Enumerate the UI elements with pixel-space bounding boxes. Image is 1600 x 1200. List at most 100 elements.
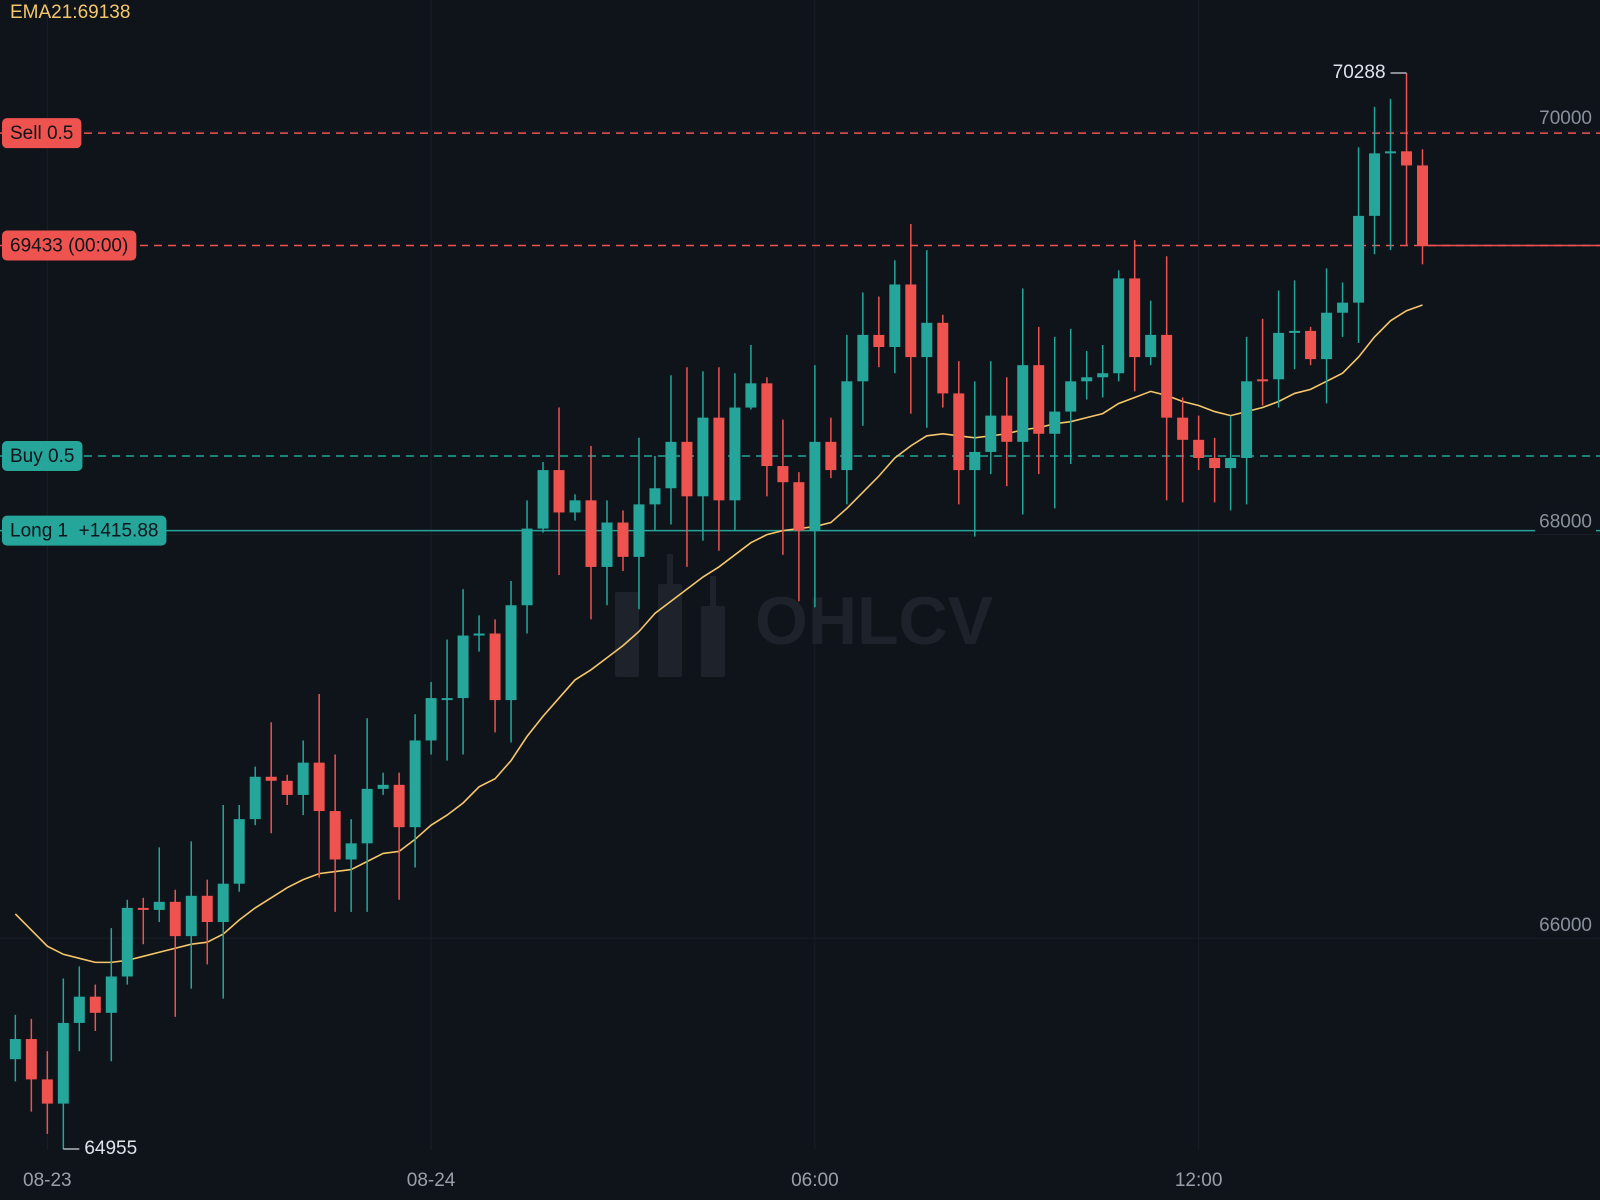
candle-body: [57, 1022, 69, 1104]
y-tick-label: 68000: [1539, 512, 1592, 533]
candle-body: [1353, 215, 1365, 303]
x-tick-label: 08-24: [407, 1170, 456, 1191]
candle-body: [9, 1039, 21, 1060]
candle-body: [921, 322, 933, 358]
candle-body: [537, 470, 549, 529]
watermark-icon: [658, 584, 682, 677]
candle-body: [233, 819, 245, 884]
y-tick-label-bg: [1535, 108, 1596, 130]
low-label: 64955: [84, 1138, 137, 1159]
candle-body: [1081, 377, 1093, 382]
candle-body: [1193, 439, 1205, 458]
candle-body: [281, 780, 293, 795]
candle-body: [409, 740, 421, 828]
price-line-label-bg: [2, 515, 167, 546]
y-tick-label-bg: [1535, 511, 1596, 533]
candle-body: [649, 488, 661, 505]
candle-body: [713, 417, 725, 501]
candle-body: [1305, 330, 1317, 360]
candle-body: [121, 907, 133, 977]
candle-body: [329, 811, 341, 860]
candle-body: [105, 976, 117, 1013]
candle-body: [441, 698, 453, 701]
candle-body: [297, 762, 309, 795]
price-line-label: 69433 (00:00): [10, 236, 128, 257]
candle-body: [1385, 151, 1397, 154]
legend-label: EMA21:69138: [10, 2, 130, 23]
candle-body: [201, 895, 213, 923]
candle-body: [1033, 365, 1045, 434]
candle-body: [41, 1079, 53, 1104]
candle-body: [89, 996, 101, 1013]
candle-body: [249, 776, 261, 820]
y-tick-label-bg: [1535, 915, 1596, 937]
candle-body: [569, 500, 581, 513]
candle-body: [601, 522, 613, 567]
candle-body: [809, 441, 821, 531]
candle-body: [1177, 417, 1189, 440]
candle-body: [169, 901, 181, 937]
candle-body: [1097, 373, 1109, 378]
candle-body: [841, 381, 853, 471]
watermark-icon: [615, 592, 639, 677]
candle-body: [889, 284, 901, 348]
ema-line: [14, 304, 1423, 964]
price-line-label-bg: [2, 440, 83, 471]
watermark: OHLCV: [615, 554, 993, 677]
candle-body: [521, 528, 533, 606]
candle-body: [953, 393, 965, 471]
candle-body: [489, 633, 501, 701]
candle-body: [153, 901, 165, 910]
price-line-label-bg: [2, 230, 137, 261]
watermark-icon: [667, 554, 673, 586]
candle-body: [1417, 165, 1429, 246]
candle-body: [665, 441, 677, 489]
candle-body: [425, 698, 437, 741]
candle-body: [1065, 381, 1077, 412]
candle-body: [761, 383, 773, 467]
candle-body: [937, 322, 949, 394]
candle-body: [265, 776, 277, 781]
candle-body: [1241, 381, 1253, 458]
candle-body: [505, 605, 517, 701]
candle-body: [393, 784, 405, 828]
candle-body: [313, 762, 325, 812]
candle-body: [585, 500, 597, 567]
candle-body: [1209, 457, 1221, 469]
candle-body: [873, 334, 885, 348]
watermark-icon: [701, 606, 725, 677]
candle-body: [1273, 332, 1285, 380]
candle-body: [185, 895, 197, 937]
candle-body: [1225, 457, 1237, 469]
x-tick-label: 08-23: [23, 1170, 72, 1191]
candle-body: [473, 633, 485, 636]
price-line-label: Long 1 +1415.88: [10, 521, 158, 542]
candle-body: [697, 417, 709, 497]
candle-body: [681, 441, 693, 497]
candle-body: [969, 451, 981, 471]
candle-body: [553, 470, 565, 513]
candle-body: [1129, 278, 1141, 358]
candle-body: [1145, 334, 1157, 358]
candle-body: [377, 784, 389, 789]
candle-body: [1161, 334, 1173, 418]
candle-body: [825, 441, 837, 471]
candle-body: [729, 407, 741, 501]
candle-body: [617, 522, 629, 557]
y-tick-label: 70000: [1539, 108, 1592, 129]
candle-body: [1049, 411, 1061, 434]
candle-body: [1369, 153, 1381, 216]
high-label: 70288: [1333, 62, 1386, 83]
price-line-label: Buy 0.5: [10, 446, 74, 467]
candle-body: [777, 466, 789, 483]
candle-body: [857, 334, 869, 382]
candle-body: [345, 843, 357, 860]
candle-body: [1289, 330, 1301, 333]
candle-body: [1113, 278, 1125, 374]
candle-body: [905, 284, 917, 358]
candle-body: [1257, 379, 1269, 382]
watermark-text: OHLCV: [755, 583, 993, 659]
